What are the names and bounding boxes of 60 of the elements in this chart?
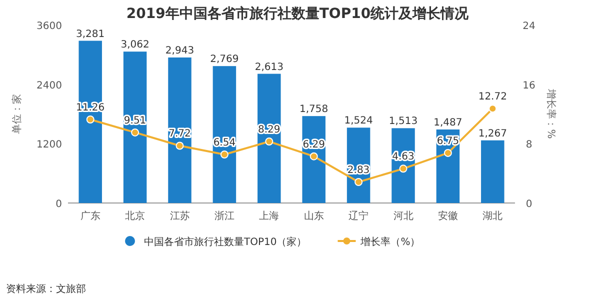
point bbox=[131, 128, 140, 136]
data-label: 1,267 bbox=[478, 128, 507, 140]
y-axis-title: 单位：家 bbox=[11, 94, 23, 134]
data-label: 3,281 bbox=[76, 28, 105, 40]
x-tick-label: 安徽 bbox=[438, 210, 458, 222]
point bbox=[220, 150, 228, 158]
data-label: 4.63 bbox=[392, 152, 414, 163]
data-label: 1,513 bbox=[388, 116, 418, 128]
data-label: 3,062 bbox=[120, 40, 150, 51]
point bbox=[354, 178, 363, 186]
data-label: 6.29 bbox=[302, 139, 325, 150]
data-label: 1,487 bbox=[434, 117, 462, 128]
y-tick-label: 3600 bbox=[36, 21, 62, 32]
bar bbox=[481, 140, 504, 203]
x-tick-label: 山东 bbox=[304, 210, 324, 222]
data-label: 2.83 bbox=[347, 165, 370, 176]
bar bbox=[302, 116, 326, 203]
bar bbox=[168, 57, 192, 203]
data-label: 2,613 bbox=[254, 62, 284, 73]
x-tick-label: 浙江 bbox=[214, 210, 234, 222]
y-tick-label: 2400 bbox=[36, 80, 62, 92]
y2-tick-label: 8 bbox=[526, 140, 532, 151]
y2-tick-label: 0 bbox=[526, 199, 532, 210]
y2-tick-label: 24 bbox=[522, 21, 536, 32]
point bbox=[86, 115, 94, 124]
data-label: 8.29 bbox=[258, 124, 280, 136]
y2-axis-title: 增长率：% bbox=[545, 88, 557, 139]
point bbox=[444, 148, 452, 157]
data-label: 2,769 bbox=[210, 54, 239, 66]
data-label: 1,524 bbox=[344, 116, 373, 127]
bar bbox=[212, 66, 236, 203]
point bbox=[488, 104, 497, 113]
x-tick-label: 河北 bbox=[393, 210, 414, 222]
point bbox=[399, 164, 408, 173]
y2-tick-label: 16 bbox=[522, 80, 536, 92]
legend-label: 增长率（%） bbox=[360, 236, 420, 248]
data-label: 1,758 bbox=[300, 104, 328, 116]
y-tick-label: 1200 bbox=[36, 140, 62, 151]
data-label: 2,943 bbox=[165, 45, 194, 56]
x-tick-label: 辽宁 bbox=[348, 210, 369, 222]
bar bbox=[78, 40, 102, 203]
x-tick-label: 北京 bbox=[125, 210, 146, 222]
point bbox=[265, 138, 274, 146]
legend-label: 中国各省市旅行社数量TOP10（家） bbox=[144, 236, 307, 248]
point bbox=[176, 142, 184, 150]
data-label: 7.72 bbox=[168, 128, 191, 140]
bar bbox=[123, 52, 147, 203]
text: 资料来源：文旅部 bbox=[6, 283, 86, 295]
point bbox=[310, 152, 318, 160]
x-tick-label: 上海 bbox=[259, 210, 280, 222]
data-label: 6.54 bbox=[213, 137, 236, 148]
data-label: 6.75 bbox=[436, 136, 460, 147]
x-tick-label: 湖北 bbox=[482, 210, 503, 222]
x-tick-label: 广东 bbox=[80, 210, 100, 222]
x-tick-label: 江苏 bbox=[170, 210, 190, 222]
y-tick-label: 0 bbox=[56, 199, 62, 210]
data-label: 9.51 bbox=[124, 115, 146, 126]
bar bbox=[258, 74, 281, 203]
chart-title: 2019年中国各省市旅行社数量TOP10统计及增长情况 bbox=[126, 5, 470, 22]
data-label: 12.72 bbox=[478, 92, 507, 103]
